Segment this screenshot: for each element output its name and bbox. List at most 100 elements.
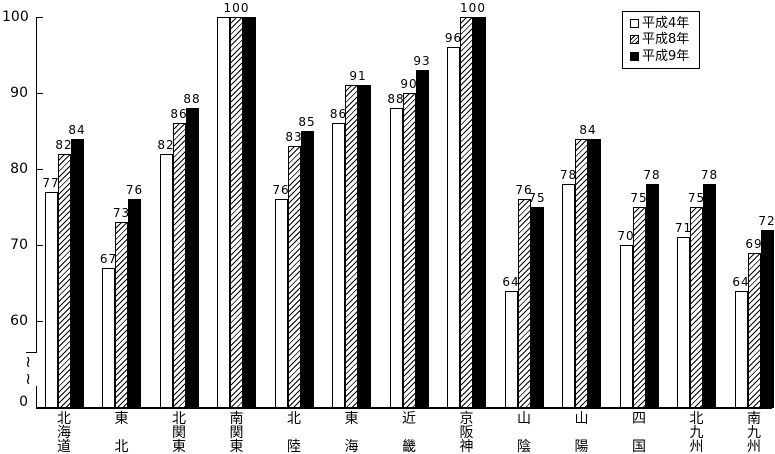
bar-value-label: 76: [515, 183, 533, 198]
bar-value-label: 84: [68, 122, 86, 137]
y-axis-tick: [36, 169, 43, 170]
bar-平成8年-山陽: [575, 138, 588, 408]
bar-平成9年-東海: [358, 85, 371, 408]
bar-平成9年-近畿: [415, 70, 429, 408]
bar-value-label: 77: [42, 175, 60, 190]
bar-value-label: 69: [745, 236, 763, 251]
category-char: 南: [229, 411, 244, 427]
bar-平成8年-南九州: [747, 252, 761, 408]
category-char: 畿: [402, 439, 416, 454]
category-char: 山: [574, 411, 589, 427]
category-char: 阪: [459, 425, 474, 441]
axis-break-icon: ~: [19, 372, 38, 386]
bar-平成9年-北九州: [703, 184, 716, 408]
y-axis-tick-label: 80: [10, 161, 28, 177]
bar-平成8年-北関東: [172, 123, 186, 408]
bar-value-label: 75: [687, 191, 706, 205]
bar-平成4年-北九州: [677, 237, 690, 408]
y-axis-tick: [36, 17, 43, 18]
y-axis-base-label: 0: [19, 394, 28, 410]
x-axis-line: [36, 407, 772, 409]
bar-value-label: 64: [732, 274, 750, 289]
bar-value-label: 91: [349, 69, 367, 84]
category-char: 北: [287, 411, 301, 427]
bar-平成4年-京阪神: [447, 47, 460, 408]
x-axis-category-label: 北海道: [55, 412, 73, 454]
bar-平成4年-南九州: [734, 290, 748, 408]
bar-value-label: 86: [329, 107, 348, 122]
bar-平成4年-山陰: [504, 290, 518, 408]
category-char: 北: [114, 439, 129, 454]
bar-平成9年-京阪神: [473, 17, 486, 408]
category-char: 海: [344, 439, 359, 454]
bar-value-label: 73: [112, 206, 131, 221]
bar-平成8年-山陰: [517, 199, 531, 408]
y-axis-tick-label: 70: [10, 237, 28, 253]
category-char: 国: [632, 439, 646, 454]
bar-value-label: 71: [674, 221, 693, 236]
bar-value-label: 67: [99, 251, 118, 266]
bar-value-label: 96: [444, 31, 463, 46]
category-char: 陽: [574, 439, 589, 454]
bar-value-label: 85: [298, 115, 316, 129]
x-axis-category-label: 南九州: [745, 412, 763, 454]
category-char: 北: [689, 411, 704, 427]
bar-平成8年-北九州: [690, 207, 703, 408]
bar-平成9年-北海道: [70, 138, 84, 408]
y-axis-line: [36, 386, 37, 408]
bar-value-label: 82: [55, 137, 73, 152]
y-axis-tick-label: 100: [2, 9, 29, 25]
bar-平成4年-北関東: [159, 153, 173, 408]
x-axis-category-label: 四国: [630, 412, 648, 454]
bar-平成8年-北海道: [57, 153, 71, 408]
category-char: 陸: [287, 439, 301, 454]
bar-平成9年-北関東: [185, 108, 199, 408]
bar-value-label: 76: [272, 183, 290, 198]
category-char: 道: [57, 439, 71, 454]
category-char: 海: [57, 425, 71, 441]
bar-value-label: 88: [183, 92, 201, 107]
bar-value-label: 72: [758, 213, 775, 228]
y-axis-line: [36, 17, 37, 353]
legend-swatch-hatch-icon: [630, 35, 639, 45]
category-char: 南: [747, 411, 761, 427]
bar-平成4年-東北: [102, 267, 115, 408]
bar-value-label: 100: [223, 1, 250, 15]
legend-label: 平成9年: [642, 49, 690, 65]
bar-平成4年-北海道: [44, 191, 58, 408]
x-axis-category-label: 北関東: [170, 412, 188, 454]
bar-平成8年-北陸: [287, 146, 301, 408]
bar-value-label: 78: [700, 168, 719, 183]
category-char: 山: [517, 411, 531, 427]
category-char: 東: [114, 411, 129, 427]
category-char: 東: [172, 439, 186, 454]
x-axis-category-label: 山陰: [515, 412, 533, 454]
bar-平成9年-北陸: [300, 131, 314, 408]
y-axis-tick: [36, 321, 43, 322]
category-char: 四: [632, 411, 646, 427]
bar-value-label: 88: [387, 92, 405, 107]
bar-value-label: 100: [460, 1, 486, 15]
bar-平成8年-東北: [115, 222, 128, 408]
bar-平成4年-南関東: [217, 17, 230, 408]
bar-平成9年-南九州: [760, 229, 774, 408]
x-axis-category-label: 京阪神: [458, 412, 476, 454]
category-char: 東: [229, 439, 244, 454]
bar-value-label: 70: [617, 229, 635, 243]
bar-value-label: 84: [579, 122, 597, 137]
legend-swatch-black-icon: [630, 52, 639, 62]
bar-value-label: 75: [528, 191, 546, 205]
bar-value-label: 93: [413, 54, 431, 69]
y-axis-tick-label: 60: [10, 313, 28, 329]
bar-value-label: 76: [125, 183, 144, 198]
bar-value-label: 78: [559, 168, 578, 183]
bar-平成9年-山陰: [530, 207, 544, 408]
legend: 平成4年 平成8年 平成9年: [622, 11, 700, 69]
category-char: 東: [344, 411, 359, 427]
category-char: 九: [747, 425, 761, 441]
category-char: 北: [172, 411, 186, 427]
category-char: 州: [689, 439, 704, 454]
legend-item: 平成8年: [630, 33, 699, 46]
bar-value-label: 82: [157, 137, 175, 152]
